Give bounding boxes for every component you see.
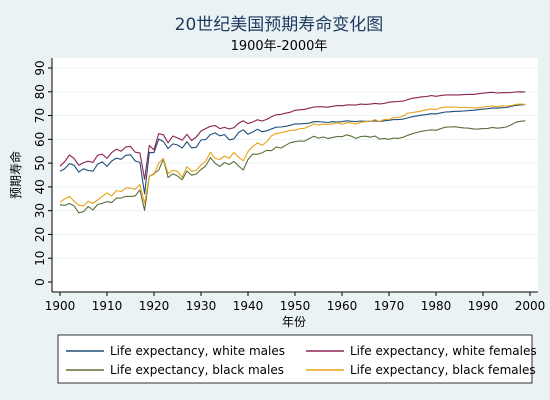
y-tick-label: 60 bbox=[33, 132, 47, 147]
x-tick-label: 1980 bbox=[421, 299, 452, 313]
y-tick-label: 70 bbox=[33, 108, 47, 123]
y-axis-ticks: 0 10 20 30 40 50 60 70 80 90 bbox=[33, 60, 52, 286]
y-axis-label: 预期寿命 bbox=[8, 151, 23, 199]
y-tick-label: 20 bbox=[33, 227, 47, 242]
legend: Life expectancy, white males Life expecta… bbox=[66, 344, 537, 377]
y-tick-label: 90 bbox=[33, 60, 47, 75]
legend-box bbox=[57, 334, 533, 384]
x-axis-label: 年份 bbox=[282, 315, 306, 329]
series-line-1 bbox=[59, 91, 526, 180]
x-tick-label: 1930 bbox=[186, 299, 217, 313]
x-tick-label: 1900 bbox=[45, 299, 76, 313]
legend-label-3: Life expectancy, black females bbox=[350, 363, 536, 377]
grid-lines bbox=[52, 67, 538, 259]
x-tick-label: 1920 bbox=[139, 299, 170, 313]
x-axis-ticks: 1900 1910 1920 1930 1940 1950 1960 1970 1980 1990… bbox=[45, 292, 546, 313]
chart-title: 20世纪美国预期寿命变化图 bbox=[175, 15, 384, 35]
x-tick-label: 1950 bbox=[280, 299, 311, 313]
y-tick-label: 50 bbox=[33, 155, 47, 170]
x-tick-label: 2000 bbox=[515, 299, 546, 313]
legend-label-1: Life expectancy, white females bbox=[350, 344, 537, 358]
y-tick-label: 30 bbox=[33, 203, 47, 218]
chart-subtitle: 1900年-2000年 bbox=[231, 39, 328, 54]
legend-label-0: Life expectancy, white males bbox=[110, 344, 285, 358]
x-tick-label: 1960 bbox=[327, 299, 358, 313]
legend-label-2: Life expectancy, black males bbox=[110, 363, 284, 377]
x-tick-label: 1910 bbox=[92, 299, 123, 313]
y-tick-label: 0 bbox=[33, 278, 47, 286]
series-line-2 bbox=[59, 120, 526, 214]
series-line-0 bbox=[59, 104, 526, 195]
x-tick-label: 1940 bbox=[233, 299, 264, 313]
y-tick-label: 10 bbox=[33, 251, 47, 266]
series-line-3 bbox=[59, 103, 526, 207]
plot-area bbox=[52, 58, 538, 292]
x-tick-label: 1990 bbox=[468, 299, 499, 313]
y-tick-label: 80 bbox=[33, 84, 47, 99]
y-tick-label: 40 bbox=[33, 179, 47, 194]
series-layer bbox=[59, 91, 526, 214]
x-tick-label: 1970 bbox=[374, 299, 405, 313]
